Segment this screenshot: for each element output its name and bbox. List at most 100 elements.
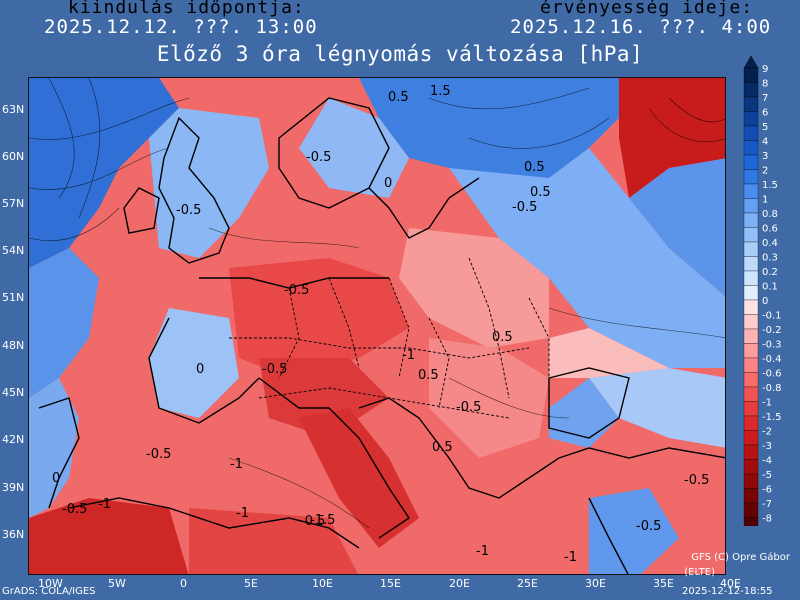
- legend-level-label: 8: [762, 79, 768, 90]
- legend-swatch: [743, 502, 759, 518]
- contour-label: -0.5: [456, 400, 482, 415]
- legend-level-label: -1: [762, 398, 772, 409]
- legend-swatch: [743, 96, 759, 112]
- legend-swatch: [743, 517, 759, 526]
- contour-label: 0.5: [530, 185, 551, 200]
- contour-label: 0.5: [492, 330, 513, 345]
- blue-uk: [149, 108, 269, 258]
- lon-label: 10E: [312, 577, 333, 590]
- legend-swatch: [743, 270, 759, 286]
- contour-label: -0.5: [262, 362, 288, 377]
- contour-label: -0.5: [146, 447, 172, 462]
- country-borders: [229, 257, 550, 419]
- lat-label: 39N: [2, 481, 25, 494]
- legend-level-label: 0.8: [762, 209, 778, 220]
- legend-swatch: [743, 67, 759, 83]
- red-morocco: [29, 498, 189, 574]
- legend-swatch: [743, 357, 759, 373]
- lon-label: 40E: [720, 577, 741, 590]
- blue-atlantic-region-2: [29, 248, 99, 398]
- legend-swatch: [743, 415, 759, 431]
- blue-spain: [149, 308, 239, 418]
- blue-baltic: [449, 148, 725, 368]
- lon-label: 0: [180, 577, 187, 590]
- legend-level-label: 0.6: [762, 224, 778, 235]
- legend-level-label: 0.2: [762, 267, 778, 278]
- legend-level-label: -5: [762, 470, 772, 481]
- legend-level-label: -7: [762, 499, 772, 510]
- contour-lines: [29, 78, 725, 529]
- legend-level-label: 5: [762, 122, 768, 133]
- blue-turkey: [589, 368, 725, 448]
- legend-swatch: [743, 488, 759, 504]
- red-russia-ne: [619, 78, 725, 198]
- legend-swatch: [743, 125, 759, 141]
- lon-label: 5W: [108, 577, 126, 590]
- contour-label: -1: [564, 550, 577, 565]
- legend-level-label: 4: [762, 137, 768, 148]
- legend-level-label: 6: [762, 108, 768, 119]
- lat-label: 51N: [2, 291, 25, 304]
- blue-russia: [629, 158, 725, 297]
- lon-label: 5E: [244, 577, 258, 590]
- contour-label: -1: [230, 457, 243, 472]
- lon-label: 15E: [380, 577, 401, 590]
- render-timestamp: 2025-12-12-18:55: [682, 586, 773, 597]
- legend-swatch: [743, 473, 759, 489]
- lat-label: 54N: [2, 244, 25, 257]
- legend-level-label: 7: [762, 93, 768, 104]
- pink-central: [399, 228, 549, 348]
- legend-swatch: [743, 343, 759, 359]
- lat-label: 63N: [2, 103, 25, 116]
- legend-level-label: -6: [762, 485, 772, 496]
- legend-level-label: 3: [762, 151, 768, 162]
- contour-label: -1: [402, 348, 415, 363]
- legend-level-label: -1.5: [762, 412, 782, 423]
- legend-swatch: [743, 386, 759, 402]
- contour-label: 0: [196, 362, 205, 377]
- contour-label: -0.5: [284, 283, 310, 298]
- legend-swatch: [743, 285, 759, 301]
- init-time-value: 2025.12.12. ???. 13:00: [44, 16, 318, 38]
- legend-level-label: 0.3: [762, 253, 778, 264]
- coastlines: [38, 97, 725, 574]
- legend-level-label: 2: [762, 166, 768, 177]
- contour-label: -0.5: [176, 203, 202, 218]
- legend-level-label: 1: [762, 195, 768, 206]
- legend-swatch: [743, 227, 759, 243]
- map-title: Előző 3 óra légnyomás változása [hPa]: [156, 42, 644, 66]
- legend-level-label: -0.4: [762, 354, 782, 365]
- lon-label: 10W: [38, 577, 63, 590]
- valid-time-value: 2025.12.16. ???. 4:00: [510, 16, 772, 38]
- legend-swatch: [743, 82, 759, 98]
- legend-level-label: -0.3: [762, 340, 782, 351]
- blue-iberia-west: [29, 378, 79, 518]
- legend-swatch: [743, 140, 759, 156]
- contour-label: -0.5: [300, 514, 326, 529]
- pressure-change-map: [28, 77, 726, 575]
- color-legend: 9 8 7 6 5 4 3 2 1.5 1 0.8 0.6 0.4 0.3 0.2 0.1 0 -0.1 -0.2 -…: [743, 56, 782, 526]
- lon-label: 35E: [653, 577, 674, 590]
- lat-label: 45N: [2, 386, 25, 399]
- legend-swatch: [743, 430, 759, 446]
- contour-label: -0.5: [62, 502, 88, 517]
- contour-label: -1: [476, 544, 489, 559]
- legend-level-label: -0.1: [762, 311, 782, 322]
- legend-swatch: [743, 256, 759, 272]
- legend-level-label: -4: [762, 456, 772, 467]
- legend-level-label: -8: [762, 514, 772, 525]
- model-credit: GFS (C) Opre Gábor: [691, 552, 790, 563]
- red-italy: [299, 408, 419, 548]
- legend-level-label: 0: [762, 296, 768, 307]
- contour-label: 1.5: [430, 84, 451, 99]
- legend-swatch: [743, 169, 759, 185]
- legend-swatch: [743, 212, 759, 228]
- blue-atlantic-region: [29, 78, 179, 268]
- legend-level-label: 1.5: [762, 180, 778, 191]
- legend-swatch: [743, 401, 759, 417]
- legend-level-label: -2: [762, 427, 772, 438]
- legend-swatch: [743, 183, 759, 199]
- contour-label: 0.5: [524, 160, 545, 175]
- contour-label: 0.5: [418, 368, 439, 383]
- legend-swatch: [743, 314, 759, 330]
